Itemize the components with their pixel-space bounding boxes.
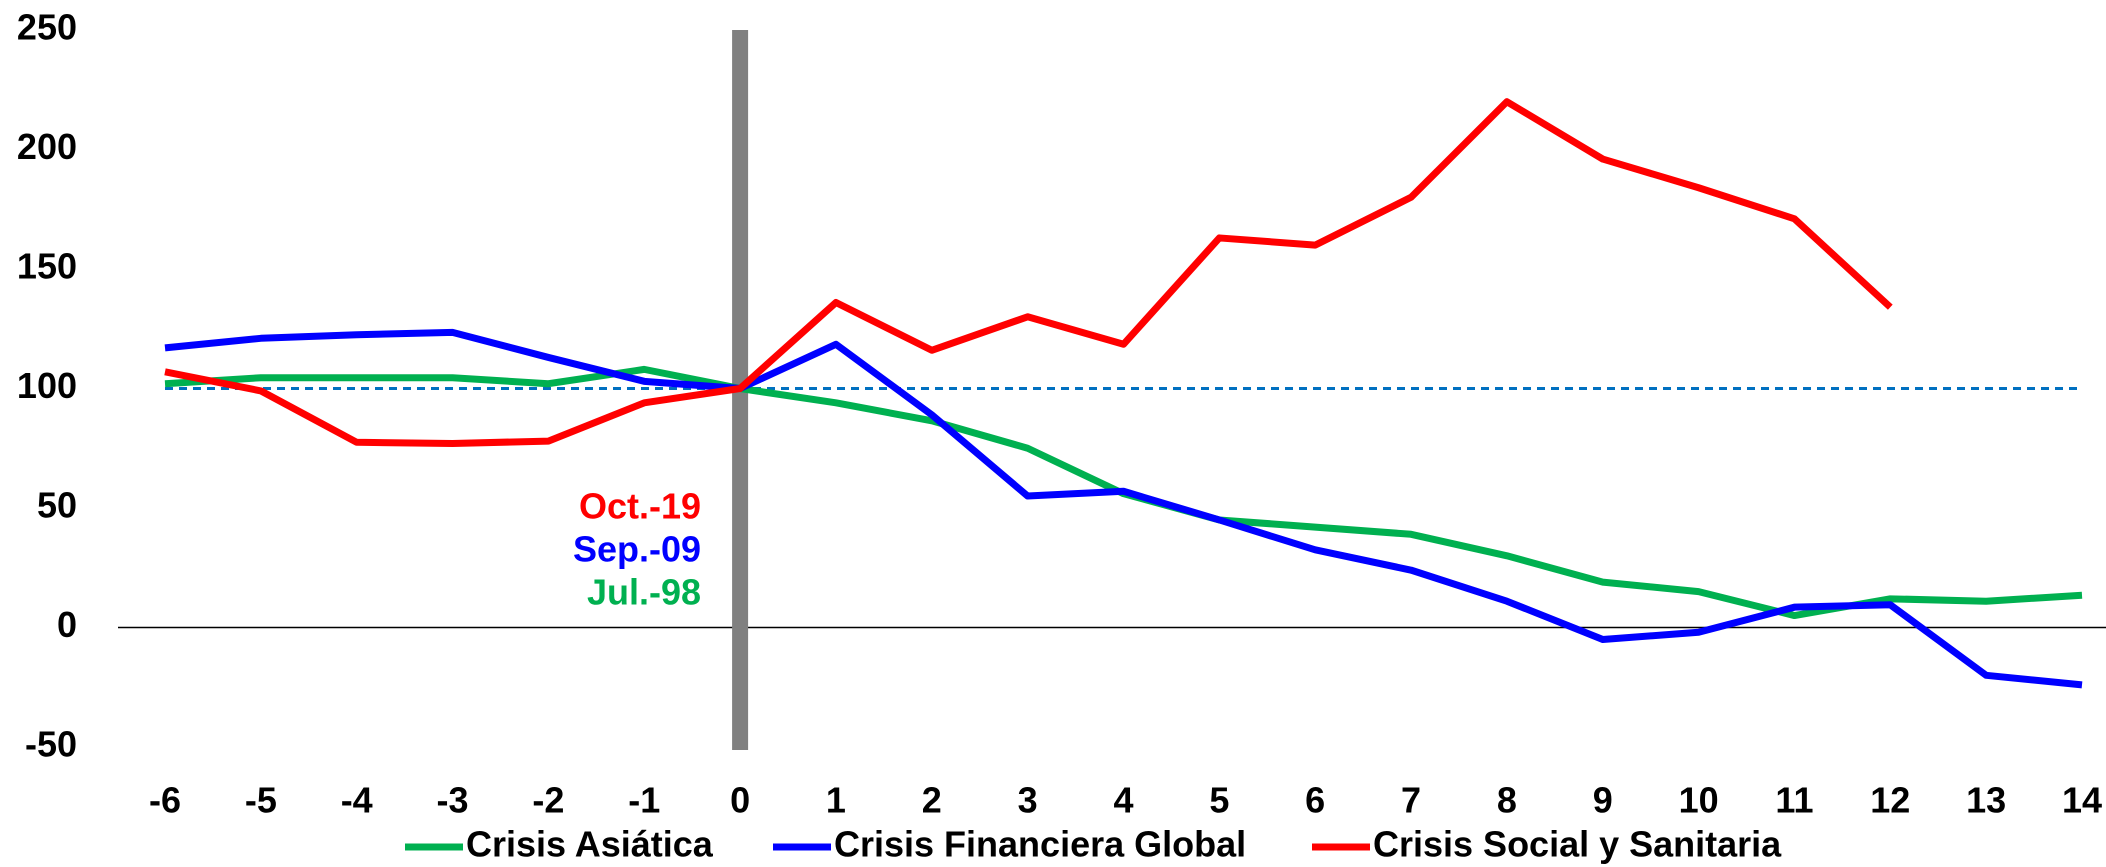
x-tick-label: -6 [149, 780, 181, 821]
x-tick-label: 9 [1593, 780, 1613, 821]
y-tick-label: 200 [17, 126, 77, 167]
annotation: Jul.-98 [587, 572, 701, 613]
legend-label: Crisis Social y Sanitaria [1373, 824, 1782, 865]
x-tick-label: -4 [341, 780, 373, 821]
y-tick-label: 0 [57, 604, 77, 645]
legend-label: Crisis Asiática [466, 824, 714, 865]
x-tick-label: 12 [1870, 780, 1910, 821]
x-tick-label: -2 [532, 780, 564, 821]
annotation: Sep.-09 [573, 529, 701, 570]
annotation: Oct.-19 [579, 486, 701, 527]
series-line [164, 328, 2083, 689]
x-tick-label: 8 [1497, 780, 1517, 821]
y-tick-label: 100 [17, 365, 77, 406]
x-tick-label: 0 [730, 780, 750, 821]
x-tick-label: 4 [1113, 780, 1133, 821]
x-tick-label: 11 [1775, 780, 1813, 821]
x-tick-label: -1 [628, 780, 660, 821]
x-tick-label: 1 [826, 780, 846, 821]
y-tick-label: 50 [37, 485, 77, 526]
y-tick-label: 250 [17, 7, 77, 48]
x-tick-label: -5 [245, 780, 277, 821]
series-line [164, 98, 1893, 447]
legend-label: Crisis Financiera Global [834, 824, 1246, 865]
x-tick-label: 3 [1018, 780, 1038, 821]
x-tick-label: 13 [1966, 780, 2006, 821]
x-tick-label: 14 [2062, 780, 2102, 821]
x-tick-label: 10 [1679, 780, 1719, 821]
x-tick-label: 6 [1305, 780, 1325, 821]
x-tick-label: 7 [1401, 780, 1421, 821]
x-tick-label: 2 [922, 780, 942, 821]
y-tick-label: 150 [17, 246, 77, 287]
x-tick-label: -3 [437, 780, 469, 821]
x-tick-label: 5 [1209, 780, 1229, 821]
y-tick-label: -50 [25, 724, 77, 765]
